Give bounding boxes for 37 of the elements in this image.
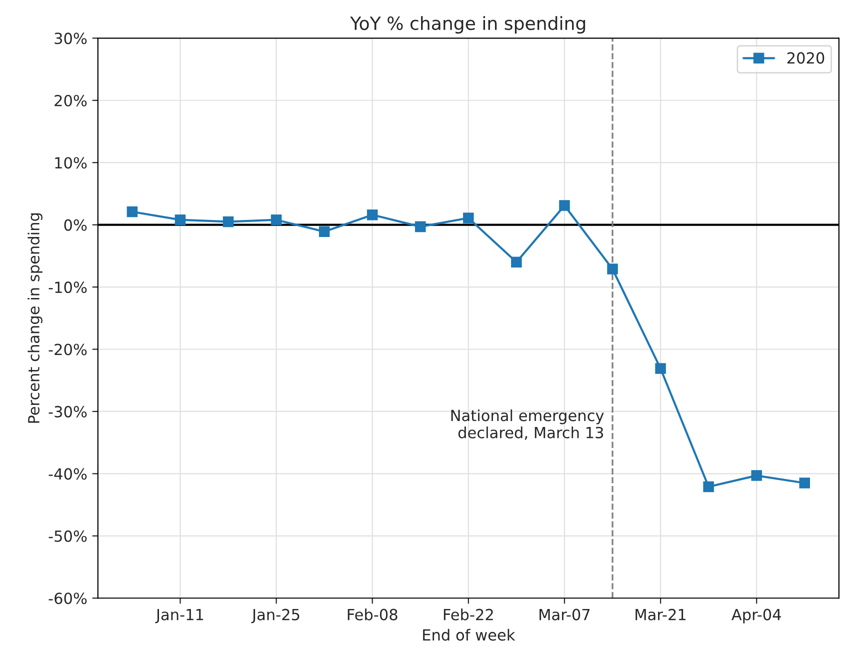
x-tick-label: Apr-04 (732, 608, 781, 624)
x-tick-label: Jan-11 (155, 609, 204, 624)
y-tick-label: 30% (54, 32, 87, 44)
point (799, 478, 810, 488)
point (751, 470, 762, 481)
point (607, 264, 618, 274)
point (366, 209, 378, 220)
point (415, 221, 426, 232)
x-tick-label: Feb-08 (348, 608, 398, 620)
y-tick-label: -10% (48, 282, 87, 294)
y-axis-title: Percent change in spending (28, 213, 42, 423)
legend-label: 2020 (787, 52, 824, 64)
point (463, 212, 474, 224)
y-tick-label: -20% (48, 344, 87, 356)
x-tick-label: Feb-22 (444, 608, 493, 620)
point (174, 214, 186, 226)
point (270, 214, 282, 226)
y-tick-label: -60% (48, 592, 87, 604)
x-tick-label: Mar-07 (540, 608, 590, 620)
x-axis-title: End of week (423, 628, 516, 641)
y-tick-label: -30% (48, 406, 87, 418)
y-tick-label: 20% (54, 94, 87, 106)
chart-title: YoY % change in spending (350, 16, 586, 34)
ref-line-label: National emergency declared, March 13 (451, 409, 604, 440)
point (126, 206, 138, 218)
y-tick-label: 0% (64, 219, 87, 231)
point (318, 226, 330, 238)
point (511, 256, 522, 268)
point (703, 481, 714, 492)
x-tick-label: Mar-21 (636, 608, 686, 620)
y-tick-label: -40% (48, 468, 87, 480)
x-tick-label: Jan-25 (251, 608, 300, 624)
y-tick-label: -50% (48, 530, 87, 542)
y-tick-label: 10% (55, 157, 87, 169)
point (559, 200, 570, 211)
point (655, 363, 666, 374)
point (222, 216, 234, 228)
